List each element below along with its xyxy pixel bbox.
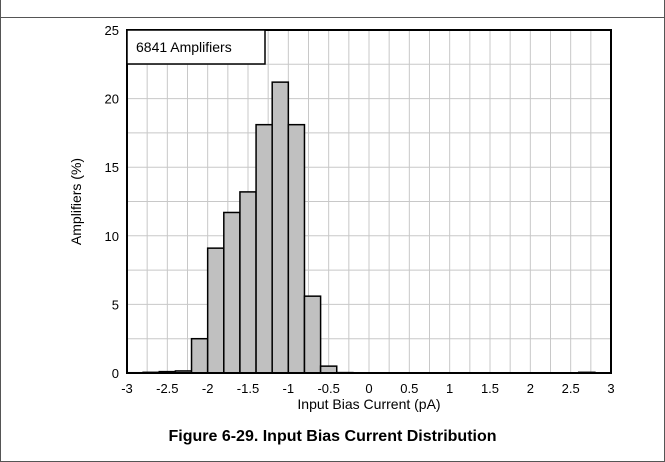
x-axis-title: Input Bias Current (pA) bbox=[297, 396, 440, 412]
x-tick-label: 2.5 bbox=[562, 381, 580, 396]
x-tick-label: -1 bbox=[283, 381, 295, 396]
x-tick-label: 1.5 bbox=[481, 381, 499, 396]
y-tick-label: 15 bbox=[105, 160, 119, 175]
plot-frame bbox=[126, 29, 612, 374]
x-tick-label: -0.5 bbox=[317, 381, 339, 396]
x-tick-label: 0 bbox=[365, 381, 372, 396]
x-tick-label: -1.5 bbox=[237, 381, 259, 396]
x-tick-label: 2 bbox=[527, 381, 534, 396]
histogram-bar bbox=[319, 365, 338, 374]
histogram-bar bbox=[303, 295, 322, 374]
x-tick-labels: -3 -2.5 -2 -1.5 -1 -0.5 0 0.5 1 1.5 2 2.5 3 bbox=[121, 381, 614, 396]
histogram-bar bbox=[271, 81, 290, 374]
histogram-bar bbox=[239, 191, 257, 374]
y-tick-label: 0 bbox=[112, 366, 119, 381]
annotation-label: 6841 Amplifiers bbox=[136, 39, 232, 55]
histogram-bar bbox=[223, 211, 241, 374]
y-tick-label: 5 bbox=[112, 297, 119, 312]
y-tick-label: 25 bbox=[105, 23, 119, 38]
histogram-bar bbox=[206, 247, 225, 374]
x-tick-label: 0.5 bbox=[400, 381, 418, 396]
grid-lines bbox=[126, 29, 612, 374]
figure-caption: Figure 6-29. Input Bias Current Distribu… bbox=[168, 428, 497, 445]
histogram-bar bbox=[287, 123, 306, 374]
x-tick-label: -3 bbox=[121, 381, 133, 396]
legend-box: 6841 Amplifiers bbox=[126, 29, 266, 65]
histogram-bars bbox=[126, 81, 596, 374]
x-tick-label: 3 bbox=[607, 381, 614, 396]
histogram-bar bbox=[190, 337, 209, 374]
histogram-chart: 0 5 10 15 20 25 -3 -2.5 -2 -1.5 -1 -0.5 0 0.5 1 1.5 2 2.… bbox=[68, 23, 615, 412]
x-tick-label: -2.5 bbox=[156, 381, 178, 396]
y-tick-label: 10 bbox=[105, 229, 119, 244]
y-tick-labels: 0 5 10 15 20 25 bbox=[105, 23, 119, 381]
y-axis-title: Amplifiers (%) bbox=[68, 158, 84, 245]
x-tick-label: -2 bbox=[202, 381, 214, 396]
figure-top-rule bbox=[1, 0, 664, 18]
x-tick-label: 1 bbox=[446, 381, 453, 396]
histogram-bar bbox=[255, 123, 273, 374]
y-tick-label: 20 bbox=[105, 92, 119, 107]
